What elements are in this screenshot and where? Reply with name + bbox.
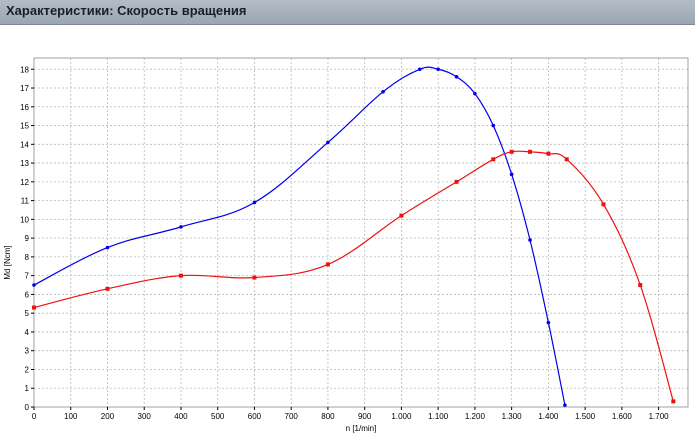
x-tick-label: 0	[32, 412, 37, 421]
x-tick-label: 900	[358, 412, 372, 421]
series-2-point	[454, 179, 459, 184]
x-tick-label: 1.000	[391, 412, 412, 421]
y-tick-label: 7	[25, 272, 30, 281]
y-tick-label: 12	[20, 178, 29, 187]
series-2	[32, 149, 676, 404]
series-1-point	[105, 245, 110, 250]
x-tick-label: 1.200	[465, 412, 486, 421]
series-1-point	[417, 67, 422, 72]
y-tick-label: 13	[20, 159, 29, 168]
y-tick-label: 3	[25, 347, 30, 356]
grid	[34, 58, 688, 407]
speed-characteristic-chart: 0 100 200 300 400 500 600 700 800 900 1.000 1.100 1.…	[0, 24, 695, 437]
series-1-point	[528, 238, 532, 242]
series-layer	[32, 66, 676, 407]
series-2-point	[601, 202, 606, 207]
series-1	[32, 66, 567, 407]
series-1-point	[546, 320, 551, 325]
x-tick-label: 1.300	[502, 412, 523, 421]
x-tick-label: 500	[211, 412, 225, 421]
series-1-point	[509, 172, 514, 177]
y-tick-label: 15	[20, 122, 29, 131]
y-tick-label: 9	[25, 234, 30, 243]
x-tick-label: 1.600	[612, 412, 633, 421]
y-tick-label: 18	[20, 65, 29, 74]
y-tick-label: 8	[25, 253, 30, 262]
y-tick-label: 11	[21, 197, 30, 206]
chart-svg: 0 100 200 300 400 500 600 700 800 900 1.000 1.100 1.…	[3, 57, 689, 433]
series-2-point	[528, 149, 533, 154]
x-tick-label: 400	[174, 412, 188, 421]
tick-labels: 0 100 200 300 400 500 600 700 800 900 1.000 1.100 1.…	[20, 65, 669, 421]
y-tick-label: 17	[20, 84, 29, 93]
y-tick-label: 1	[25, 384, 30, 393]
x-tick-label: 200	[101, 412, 115, 421]
series-1-point	[326, 140, 330, 145]
x-tick-label: 1.700	[649, 412, 670, 421]
series-1-point	[436, 67, 440, 72]
series-1-point	[179, 225, 183, 229]
y-tick-label: 5	[25, 309, 30, 318]
series-2-point	[491, 157, 496, 162]
y-tick-label: 2	[25, 365, 30, 374]
x-tick-label: 1.100	[428, 412, 449, 421]
y-tick-label: 4	[25, 328, 30, 337]
series-1-point	[473, 91, 477, 96]
series-2-point	[399, 213, 404, 218]
series-1-point	[32, 283, 36, 287]
series-1-point	[381, 89, 385, 94]
series-1-point	[491, 123, 496, 128]
series-2-point	[546, 151, 551, 156]
x-tick-label: 100	[64, 412, 78, 421]
series-2-line	[33, 150, 674, 402]
x-tick-label: 800	[321, 412, 335, 421]
series-2-point	[564, 157, 569, 162]
y-tick-label: 16	[20, 103, 29, 112]
series-1-point	[454, 74, 459, 79]
series-2-point	[509, 149, 514, 154]
series-2-point	[32, 305, 36, 310]
x-tick-label: 700	[285, 412, 299, 421]
x-tick-label: 1.400	[538, 412, 559, 421]
section-header: Характеристики: Скорость вращения	[0, 0, 695, 25]
series-2-point	[252, 275, 257, 280]
series-2-point	[638, 283, 643, 288]
series-2-point	[325, 262, 330, 267]
x-tick-label: 600	[248, 412, 262, 421]
y-tick-label: 10	[20, 215, 29, 224]
section-title: Характеристики: Скорость вращения	[6, 3, 247, 18]
y-axis-title: Md [Ncm]	[3, 245, 12, 279]
series-2-point	[178, 273, 183, 278]
series-2-point	[105, 286, 110, 291]
series-1-line	[33, 66, 566, 406]
x-tick-label: 300	[138, 412, 152, 421]
axes	[31, 57, 689, 410]
y-tick-label: 14	[20, 140, 29, 149]
y-tick-label: 0	[25, 403, 30, 412]
x-axis-title: n [1/min]	[346, 424, 377, 433]
series-2-point	[671, 399, 676, 404]
series-1-point	[252, 200, 257, 205]
plot-border	[33, 57, 689, 408]
x-tick-label: 1.500	[575, 412, 596, 421]
y-tick-label: 6	[25, 290, 30, 299]
series-1-point	[563, 403, 567, 407]
